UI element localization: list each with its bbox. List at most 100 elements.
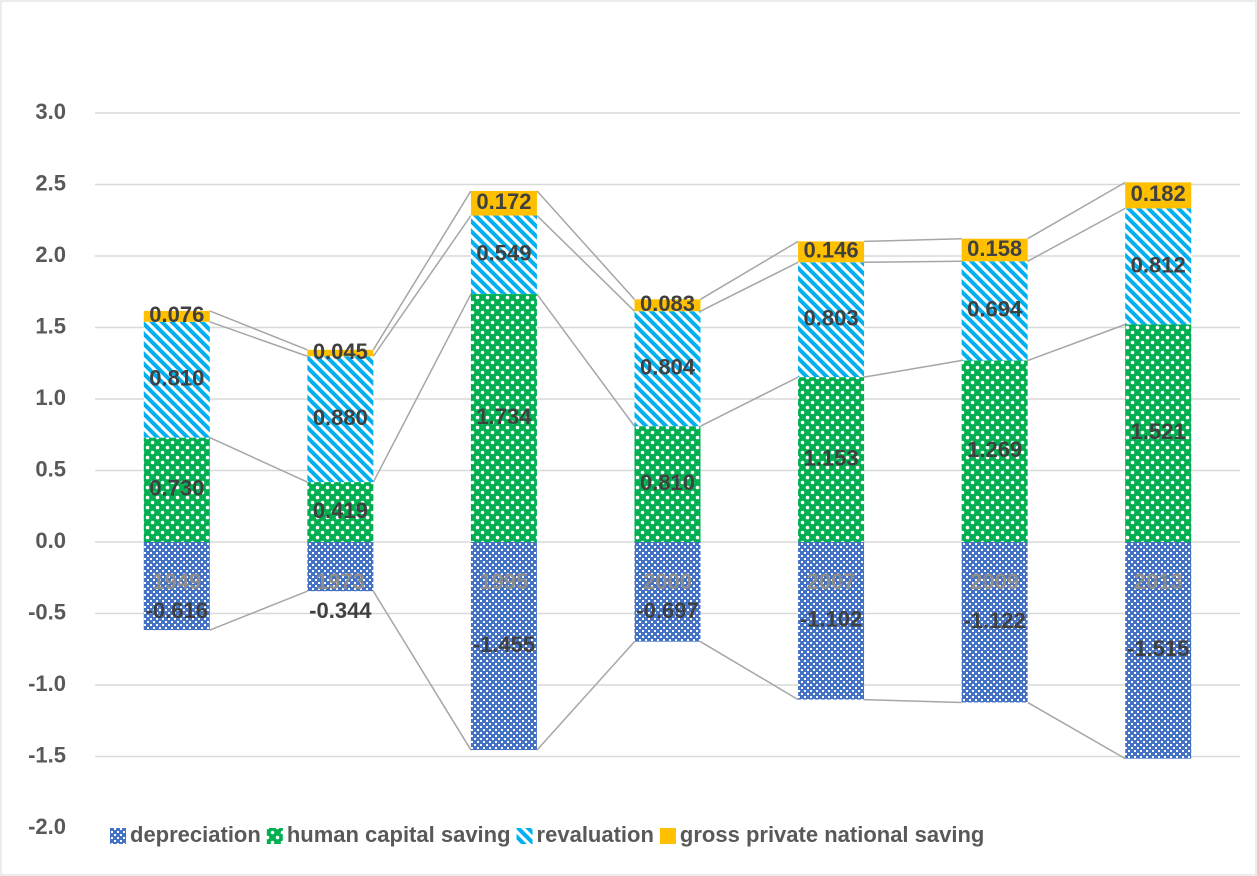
bar-segment (307, 349, 374, 357)
category-label: 2009 (970, 569, 1019, 594)
bar-segment (470, 190, 537, 216)
series-line (700, 240, 799, 300)
bar-segment (798, 377, 865, 542)
series-line (209, 321, 308, 357)
bar-segment (1125, 182, 1192, 209)
series-line (372, 215, 472, 357)
bar-segment (1125, 324, 1192, 542)
bar-segment (961, 238, 1028, 262)
data-label: 0.083 (640, 291, 695, 316)
bar-segment (961, 360, 1028, 542)
data-label: -1.102 (800, 607, 862, 632)
series-line (372, 293, 472, 483)
legend-swatch (266, 828, 283, 844)
y-tick-label: -1.5 (28, 742, 66, 767)
data-label: 0.158 (967, 236, 1022, 261)
data-label: 1.521 (1131, 419, 1186, 444)
data-label: -1.515 (1127, 636, 1189, 661)
y-tick-label: -2.0 (28, 814, 66, 839)
data-label: 0.419 (313, 498, 368, 523)
series-line (536, 190, 636, 300)
bar-segment (961, 542, 1028, 703)
series-line (372, 590, 472, 751)
data-label: 0.076 (149, 302, 204, 327)
bar-segment (634, 426, 701, 542)
y-tick-label: 0.5 (35, 456, 66, 481)
legend-label: depreciation (130, 822, 261, 847)
y-tick-label: -0.5 (28, 599, 66, 624)
legend-label: revaluation (537, 822, 654, 847)
series-line (536, 214, 636, 312)
data-label: -0.344 (309, 598, 372, 623)
series-line (700, 376, 799, 427)
data-label: 0.812 (1131, 252, 1186, 277)
category-label: 2007 (807, 569, 856, 594)
category-label: 2000 (643, 569, 692, 594)
category-label: 1949 (152, 569, 201, 594)
bar-segment (143, 437, 210, 542)
series-line (209, 436, 308, 483)
bar-segment (961, 261, 1028, 361)
y-tick-label: 2.5 (35, 170, 66, 195)
y-tick-label: 2.0 (35, 242, 66, 267)
y-tick-label: -1.0 (28, 671, 66, 696)
legend-label: human capital saving (287, 822, 511, 847)
series-line (372, 190, 472, 351)
data-label: 0.146 (804, 238, 859, 263)
data-label: 0.182 (1131, 181, 1186, 206)
bar-segment (798, 241, 865, 263)
data-label: 1.153 (804, 445, 859, 470)
data-label: 0.172 (476, 189, 531, 214)
series-line (700, 641, 799, 701)
data-label: 1.734 (476, 404, 532, 429)
legend-label: gross private national saving (680, 822, 984, 847)
bar-segment (1125, 208, 1192, 325)
series-line (1027, 701, 1126, 760)
category-label: 1995 (479, 569, 528, 594)
series-line (863, 359, 962, 378)
series-line (864, 237, 962, 243)
y-tick-label: 3.0 (35, 99, 66, 124)
legend-swatch (659, 828, 676, 844)
data-label: -1.122 (963, 608, 1025, 633)
bar-segment (634, 311, 701, 427)
series-line (700, 261, 799, 312)
data-label: 0.810 (149, 366, 204, 391)
data-label: -0.616 (146, 598, 208, 623)
bar-segment (143, 310, 210, 322)
data-label: 0.804 (640, 354, 696, 379)
bar-segment (307, 482, 374, 542)
bar-segment (307, 542, 374, 592)
series-line (1027, 207, 1126, 262)
bar-segment (143, 542, 210, 631)
legend-swatch (516, 828, 533, 844)
data-label: 1.269 (967, 437, 1022, 462)
bar-segment (798, 262, 865, 378)
data-label: 0.549 (476, 241, 531, 266)
data-label: 0.803 (804, 306, 859, 331)
bar-segment (307, 356, 374, 483)
y-tick-label: 0.0 (35, 528, 66, 553)
series-line (209, 310, 308, 351)
y-tick-label: 1.5 (35, 313, 66, 338)
bar-segment (634, 542, 701, 642)
y-tick-label: 1.0 (35, 385, 66, 410)
series-line (536, 641, 636, 751)
bar-segment (470, 542, 537, 751)
data-label: 0.694 (967, 297, 1023, 322)
series-line (864, 698, 962, 704)
data-label: 0.045 (313, 339, 368, 364)
bar-segment (798, 542, 865, 700)
category-label: 2013 (1134, 569, 1183, 594)
bar-segment (143, 321, 210, 438)
legend-swatch (110, 828, 126, 844)
bar-segment (470, 294, 537, 542)
bar-segment (1125, 542, 1192, 759)
data-label: -1.455 (473, 632, 535, 657)
data-label: 0.810 (640, 470, 695, 495)
series-line (209, 590, 308, 631)
bar-segment (470, 215, 537, 295)
data-label: 0.880 (313, 405, 368, 430)
data-label: -0.697 (636, 598, 698, 623)
